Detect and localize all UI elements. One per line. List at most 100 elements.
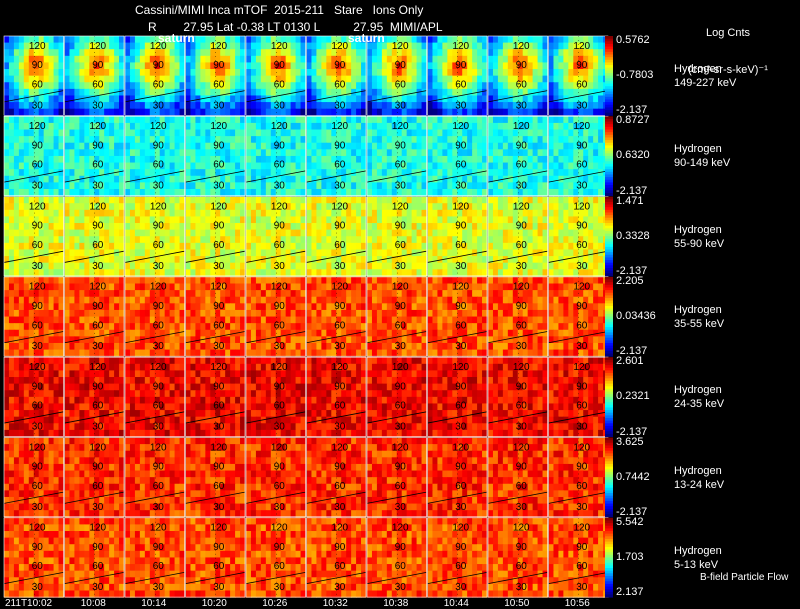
grid-label: 120 (392, 41, 409, 52)
colorbar-segment (605, 91, 613, 95)
grid-label: 120 (331, 201, 348, 212)
grid-label: 90 (153, 221, 165, 232)
colorbar-mid-label: 0.6320 (616, 149, 650, 162)
grid-label: 60 (516, 160, 528, 171)
heatmap-panel (185, 517, 246, 598)
grid-label: 90 (516, 462, 528, 473)
grid-label: 90 (153, 542, 165, 553)
grid-label: 90 (395, 381, 407, 392)
colorbar-max-label: 3.625 (616, 435, 644, 448)
grid-label: 30 (274, 341, 286, 352)
colorbar-segment (605, 329, 613, 333)
title-line-2: R 27.95 Lat -0.38 LT 0130 L 27.95 MIMI/A… (148, 20, 443, 34)
colorbar-segment (605, 386, 613, 390)
time-label: 211T10:02 (5, 598, 53, 609)
grid-label: 90 (516, 542, 528, 553)
grid-label: 120 (210, 523, 227, 534)
heatmap-panel (245, 196, 307, 277)
colorbar-segment (605, 99, 613, 103)
colorbar-segment (605, 126, 613, 131)
grid-label: 120 (331, 362, 348, 373)
colorbar-segment (605, 59, 613, 63)
grid-label: 60 (455, 320, 467, 331)
heatmap-panel (366, 35, 428, 116)
heatmap-panel (487, 276, 549, 357)
colorbar-segment (605, 182, 613, 186)
grid-label: 60 (516, 240, 528, 251)
colorbar-min-label: 2.137 (616, 586, 644, 599)
colorbar-segment (605, 498, 613, 502)
grid-label: 30 (153, 582, 165, 593)
colorbar-segment (605, 359, 613, 363)
grid-label: 90 (32, 462, 44, 473)
grid-label: 90 (576, 462, 588, 473)
grid-label: 30 (213, 421, 225, 432)
grid-label: 60 (576, 160, 588, 171)
grid-label: 90 (334, 60, 346, 71)
time-label: 10:14 (141, 598, 167, 609)
grid-label: 120 (29, 282, 46, 293)
time-label: 10:56 (564, 598, 590, 609)
colorbar-segment (605, 209, 613, 213)
colorbar-segment (605, 581, 613, 585)
colorbar-segment (605, 549, 613, 553)
colorbar-segment (605, 433, 613, 437)
colorbar-segment (605, 153, 613, 157)
grid-label: 60 (576, 240, 588, 251)
grid-label: 60 (576, 401, 588, 412)
grid-label: 60 (92, 240, 104, 251)
grid-label: 90 (576, 542, 588, 553)
colorbar-segment (605, 399, 613, 403)
grid-label: 30 (32, 421, 44, 432)
colorbar-segment (605, 313, 613, 318)
grid-label: 60 (516, 561, 528, 572)
grid-label: 60 (153, 160, 165, 171)
colorbar-segment (605, 506, 613, 510)
grid-label: 60 (274, 160, 286, 171)
colorbar-segment (605, 112, 613, 116)
colorbar-segment (605, 287, 613, 291)
colorbar-segment (605, 107, 613, 111)
heatmap-panel (306, 356, 367, 438)
grid-label: 90 (92, 60, 104, 71)
time-label: 10:26 (262, 598, 288, 609)
colorbar-title-line1: Log Cnts (705, 27, 751, 39)
colorbar-segment (605, 353, 613, 357)
colorbar-segment (605, 541, 613, 545)
grid-label: 90 (153, 381, 165, 392)
colorbar-segment (605, 134, 613, 138)
heatmap-panel (3, 116, 65, 197)
heatmap-panel (245, 517, 307, 598)
grid-label: 30 (334, 181, 346, 192)
grid-label: 120 (150, 523, 167, 534)
heatmap-panel (487, 116, 549, 197)
heatmap-panel (366, 517, 428, 598)
colorbar-segment (605, 335, 613, 339)
colorbar-segment (605, 575, 613, 580)
grid-label: 90 (92, 140, 104, 151)
grid-label: 60 (32, 160, 44, 171)
colorbar-segment (605, 471, 613, 476)
colorbar-segment (605, 531, 613, 535)
colorbar-segment (605, 552, 613, 556)
row-species-label: Hydrogen 90-149 keV (674, 143, 731, 170)
colorbar-segment (605, 163, 613, 168)
grid-label: 120 (573, 282, 590, 293)
grid-label: 90 (213, 221, 225, 232)
colorbar-segment (605, 391, 613, 395)
grid-label: 120 (573, 362, 590, 373)
colorbar-segment (605, 544, 613, 548)
colorbar-segment (605, 477, 613, 481)
heatmap-panel (366, 356, 428, 438)
grid-label: 30 (516, 181, 528, 192)
grid-label: 60 (334, 160, 346, 171)
grid-label: 60 (576, 481, 588, 492)
planet-label-1: saturn (158, 31, 195, 45)
colorbar-segment (605, 458, 613, 462)
colorbar-segment (605, 217, 613, 221)
heatmap-panel (124, 196, 186, 277)
grid-label: 30 (455, 421, 467, 432)
colorbar-min-label: -2.137 (616, 184, 648, 197)
colorbar-segment (605, 573, 613, 577)
heatmap-panel (306, 116, 367, 197)
